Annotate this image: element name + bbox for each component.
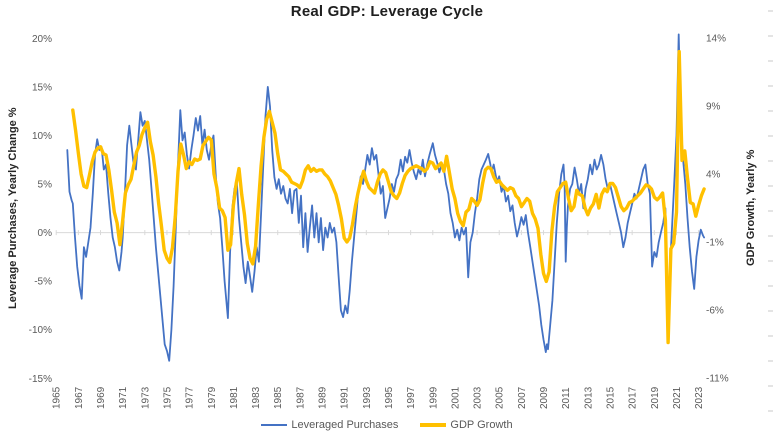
legend: Leveraged Purchases GDP Growth [0,417,774,433]
x-axis-year-label: 1967 [74,386,85,409]
left-axis-tick-label: -15% [29,374,52,385]
left-axis-tick-label: 15% [32,82,52,93]
right-axis-tick-label: 9% [706,102,721,113]
x-axis-year-label: 1989 [318,386,329,409]
right-axis-tick-label: 14% [706,34,726,45]
series-line-gdp-growth[interactable] [71,49,706,345]
legend-item-leveraged-purchases[interactable]: Leveraged Purchases [261,419,398,431]
x-axis-year-label: 1981 [229,386,240,409]
right-axis-tick-label: -11% [706,374,729,385]
right-axis-tick-label: -6% [706,306,724,317]
x-axis-year-label: 2009 [539,386,550,409]
right-axis-tick-label: 4% [706,170,721,181]
x-axis-year-label: 2019 [650,386,661,409]
x-axis-year-label: 2013 [583,386,594,409]
left-axis-tick-label: -10% [29,325,52,336]
x-axis-year-label: 2001 [450,386,461,409]
x-axis-year-label: 1993 [362,386,373,409]
legend-label-gdp-growth: GDP Growth [450,419,513,431]
x-axis-year-label: 2017 [628,386,639,409]
gold-line-swatch-icon [420,423,447,427]
x-axis-year-label: 1987 [295,386,306,409]
x-axis-year-label: 1983 [251,386,262,409]
x-axis-year-label: 1999 [428,386,439,409]
series-line-leveraged-purchases[interactable] [66,33,705,362]
x-axis-year-label: 2023 [694,386,705,409]
left-axis-tick-label: -5% [34,277,52,288]
legend-item-gdp-growth[interactable]: GDP Growth [420,419,513,431]
legend-label-leveraged-purchases: Leveraged Purchases [291,419,399,431]
left-axis-tick-label: 10% [32,131,52,142]
x-axis-year-label: 1969 [96,386,107,409]
x-axis-year-label: 1991 [340,386,351,409]
x-axis-year-label: 2007 [517,386,528,409]
x-axis-year-label: 2003 [473,386,484,409]
left-axis-tick-label: 0% [38,228,53,239]
x-axis-year-label: 1997 [406,386,417,409]
x-axis-year-label: 2021 [672,386,683,409]
x-axis-year-label: 1977 [185,386,196,409]
x-axis-year-label: 1965 [52,386,63,409]
blue-line-swatch-icon [261,423,288,427]
left-axis-tick-label: 20% [32,34,52,45]
x-axis-year-label: 2005 [495,386,506,409]
x-axis-year-label: 1995 [384,386,395,409]
right-axis-tick-label: -1% [706,238,724,249]
x-axis-year-label: 1985 [273,386,284,409]
x-axis-year-label: 1973 [140,386,151,409]
x-axis-year-label: 2011 [561,387,572,409]
chart-title: Real GDP: Leverage Cycle [290,3,484,20]
left-axis-tick-label: 5% [38,180,53,191]
x-axis-year-label: 2015 [606,386,617,409]
x-axis-year-label: 1975 [162,386,173,409]
x-axis-year-label: 1979 [207,386,218,409]
x-axis-year-label: 1971 [118,386,129,409]
